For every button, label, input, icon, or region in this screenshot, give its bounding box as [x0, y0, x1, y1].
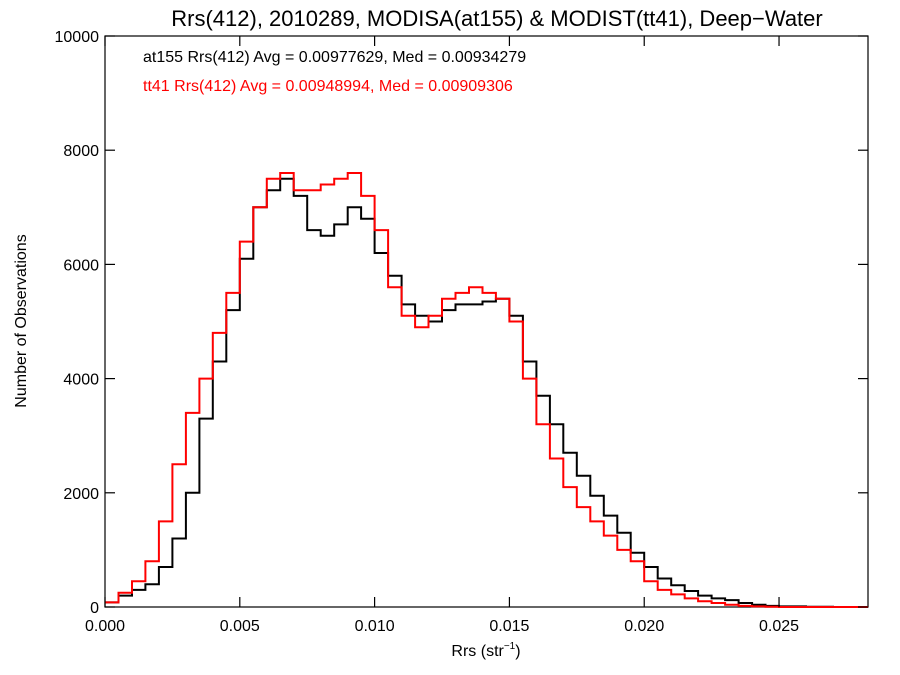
x-axis-label-main: Rrs (str — [451, 643, 504, 660]
series-line-black — [105, 177, 868, 608]
series-layer — [105, 172, 868, 608]
x-tick-label: 0.025 — [759, 618, 799, 635]
y-tick-label: 0 — [90, 600, 99, 617]
x-axis-label-close: ) — [515, 643, 520, 660]
y-tick-label: 6000 — [63, 257, 99, 274]
series-line-red — [105, 172, 868, 608]
x-tick-label: 0.010 — [355, 618, 395, 635]
x-axis-label: Rrs (str−1) — [451, 641, 520, 660]
y-axis-label: Number of Observations — [13, 234, 30, 407]
y-tick-label: 4000 — [63, 372, 99, 389]
x-tick-label: 0.020 — [624, 618, 664, 635]
plot-area — [104, 35, 869, 608]
x-tick-label: 0.000 — [85, 618, 125, 635]
x-axis-label-sup: −1 — [504, 641, 516, 652]
axis-ticks: 0.000 0.005 0.010 0.015 0.020 0.025 0 2000 4000 6… — [55, 29, 868, 635]
y-tick-label: 10000 — [55, 29, 100, 46]
chart-title: Rrs(412), 2010289, MODISA(at155) & MODIS… — [171, 6, 822, 31]
x-tick-label: 0.015 — [489, 618, 529, 635]
y-tick-label: 8000 — [63, 143, 99, 160]
x-tick-label: 0.005 — [220, 618, 260, 635]
annotation-red: tt41 Rrs(412) Avg = 0.00948994, Med = 0.… — [143, 78, 513, 95]
y-tick-label: 2000 — [63, 486, 99, 503]
annotation-black: at155 Rrs(412) Avg = 0.00977629, Med = 0… — [143, 49, 526, 66]
